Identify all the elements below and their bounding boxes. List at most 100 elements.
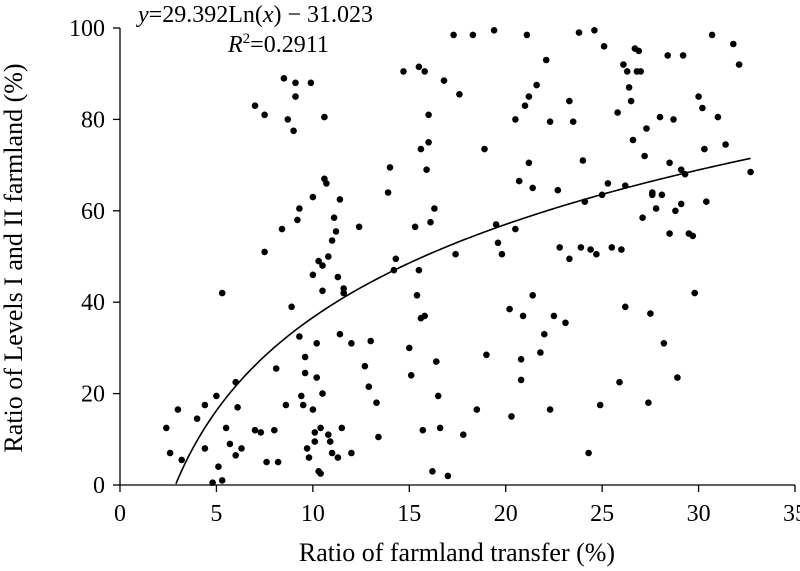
data-point <box>735 61 743 68</box>
data-point <box>512 116 519 123</box>
data-point <box>257 429 265 436</box>
data-point <box>541 330 548 338</box>
data-point <box>473 406 481 413</box>
data-point <box>677 200 685 208</box>
data-point <box>338 424 346 432</box>
data-point <box>647 310 654 317</box>
data-point <box>556 244 563 251</box>
data-point <box>664 52 671 59</box>
data-point <box>218 289 226 297</box>
data-point <box>434 392 442 400</box>
data-point <box>317 424 324 432</box>
data-point <box>490 27 498 34</box>
data-point <box>274 458 282 466</box>
data-point <box>469 31 477 39</box>
data-point <box>313 374 321 381</box>
data-point <box>519 312 527 320</box>
data-point <box>325 431 332 439</box>
data-point <box>585 449 592 457</box>
data-point <box>542 56 550 64</box>
data-point <box>625 84 633 91</box>
data-point <box>618 246 625 253</box>
data-point <box>193 415 201 423</box>
data-point <box>525 93 533 100</box>
data-point <box>529 292 536 299</box>
data-point <box>622 303 629 311</box>
data-point <box>600 43 608 50</box>
data-point <box>178 456 185 464</box>
data-point <box>608 244 616 251</box>
data-point <box>699 104 706 112</box>
data-point <box>209 479 216 487</box>
data-point <box>425 139 432 146</box>
data-point <box>512 225 519 233</box>
data-point <box>521 102 529 109</box>
data-point <box>645 399 652 407</box>
data-point <box>413 292 421 299</box>
data-point <box>517 356 525 363</box>
data-point <box>373 399 380 407</box>
data-point <box>365 383 373 391</box>
plot-area <box>119 28 795 486</box>
data-point <box>336 330 344 338</box>
data-point <box>321 113 328 121</box>
data-point <box>280 75 288 82</box>
data-point <box>288 303 295 311</box>
data-point <box>251 426 259 434</box>
data-point <box>681 170 689 178</box>
data-point <box>406 344 413 352</box>
data-point <box>292 79 299 87</box>
x-tick-label: 35 <box>783 501 800 527</box>
x-axis-label: Ratio of farmland transfer (%) <box>299 538 615 567</box>
data-point <box>672 207 679 215</box>
data-point <box>587 246 594 253</box>
data-point <box>460 431 467 439</box>
data-point <box>313 340 321 347</box>
data-point <box>481 145 488 153</box>
data-point <box>234 404 241 411</box>
data-point <box>309 193 317 201</box>
data-point <box>340 285 348 292</box>
data-point <box>309 271 317 279</box>
x-tick-label: 25 <box>590 501 614 527</box>
data-point <box>452 250 459 258</box>
y-tick-label: 40 <box>81 290 105 316</box>
data-point <box>301 369 309 377</box>
data-point <box>163 424 170 432</box>
data-point <box>166 449 174 457</box>
data-point <box>226 440 234 448</box>
r-squared-label: R2=0.2911 <box>227 31 329 58</box>
data-point <box>440 77 448 84</box>
data-point <box>392 255 400 263</box>
data-point <box>695 93 702 100</box>
data-point <box>315 257 322 265</box>
data-point <box>596 401 604 409</box>
data-point <box>222 424 230 432</box>
data-point <box>218 477 226 484</box>
data-point <box>384 189 392 196</box>
data-point <box>238 445 245 452</box>
data-point <box>427 218 434 226</box>
data-point <box>670 116 677 123</box>
data-point <box>593 250 600 258</box>
data-point <box>232 378 239 386</box>
data-point <box>431 205 438 212</box>
data-point <box>386 164 394 171</box>
data-point <box>326 438 334 445</box>
data-point <box>411 223 419 231</box>
trendline <box>175 157 751 485</box>
data-point <box>284 116 292 123</box>
data-point <box>417 145 425 153</box>
data-point <box>554 186 562 194</box>
data-point <box>261 248 268 256</box>
x-tick-label: 10 <box>301 501 325 527</box>
data-point <box>201 445 209 452</box>
data-point <box>201 401 209 409</box>
data-point <box>419 426 427 434</box>
data-point <box>415 266 423 274</box>
data-point <box>325 253 332 260</box>
data-point <box>294 216 301 224</box>
data-point <box>278 225 286 233</box>
x-tick-label: 0 <box>114 501 126 527</box>
data-point <box>361 362 369 370</box>
